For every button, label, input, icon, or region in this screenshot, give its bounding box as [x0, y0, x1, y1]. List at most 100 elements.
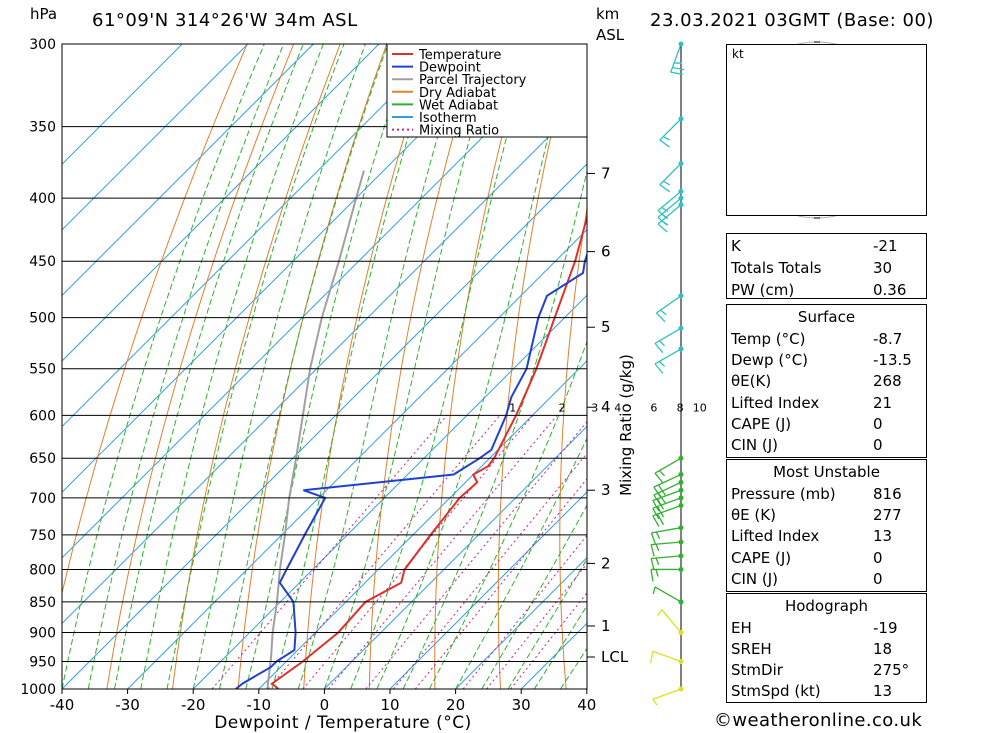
wind-barb-flag [654, 472, 664, 484]
hodo-sreh: SREH 18 [731, 640, 893, 658]
wind-barb-staff [656, 295, 682, 314]
height-label: LCL [601, 648, 629, 666]
wind-barb-flag [658, 360, 666, 367]
legend-entry: Temperature [418, 48, 501, 63]
height-label: 7 [601, 164, 611, 182]
credit-link[interactable]: ©weatheronline.co.uk [714, 710, 923, 731]
pressure-unit: hPa [30, 5, 58, 23]
wind-barb-staff [659, 118, 682, 141]
isotherm [258, 360, 587, 689]
x-axis-label: Dewpoint / Temperature (°C) [214, 713, 472, 733]
mixing-ratio-line [267, 415, 501, 689]
mixing-ratio-line [486, 562, 587, 689]
wind-barb-flag [656, 506, 665, 518]
x-tick-label: 30 [512, 696, 531, 714]
dry-adiabat [559, 204, 587, 689]
wind-barb-staff [651, 527, 682, 534]
wind-barb [650, 525, 684, 545]
x-tick-label: 40 [577, 696, 596, 714]
indices-panel: K -21 Totals Totals 30 PW (cm) 0.36 [726, 233, 927, 299]
pressure-label: 900 [29, 626, 56, 642]
wind-barb-flag [650, 532, 657, 545]
wind-barb [653, 471, 684, 498]
height-label: 5 [601, 318, 611, 336]
wind-barb-flag [655, 543, 660, 552]
wind-barb-flag [655, 557, 660, 566]
pressure-label: 1000 [20, 682, 56, 698]
mixing-ratio-label: 2 [558, 401, 565, 414]
legend-entry: Wet Adiabat [419, 98, 498, 113]
dry-adiabat [942, 44, 1000, 689]
wet-adiabat [166, 44, 345, 689]
dry-adiabat [237, 44, 388, 689]
hodo-stmspd: StmSpd (kt) 13 [731, 682, 893, 700]
wet-adiabat [140, 44, 324, 689]
legend-entry: Dry Adiabat [419, 86, 496, 101]
height-label: 6 [601, 243, 611, 261]
index-row-pw: PW (cm) 0.36 [731, 281, 907, 299]
wind-barb [652, 686, 684, 706]
hodograph-unit: kt [732, 47, 744, 61]
x-tick-label: 10 [380, 696, 399, 714]
isotherm [62, 44, 314, 297]
isotherm [62, 44, 445, 428]
mixing-ratio-label: 4 [614, 401, 621, 414]
dry-adiabat [990, 44, 1000, 689]
isotherm [127, 228, 587, 689]
wind-barb-staff [654, 348, 682, 365]
station-location: 61°09'N 314°26'W 34m ASL [92, 10, 358, 31]
wet-adiabat [402, 169, 587, 689]
wind-barb [654, 325, 684, 354]
x-tick-label: 0 [320, 696, 330, 714]
x-tick-label: -10 [247, 696, 272, 714]
wind-barb-staff [651, 555, 682, 560]
wind-barb [650, 539, 684, 557]
dry-adiabat [677, 44, 712, 689]
wind-barb-flag [655, 569, 659, 577]
surface-cape: CAPE (J) 0 [731, 415, 883, 433]
wind-barb-staff [661, 609, 682, 633]
pressure-label: 650 [29, 451, 56, 467]
wind-barb-flag [657, 223, 668, 233]
wind-barb [670, 41, 685, 76]
wind-barb [659, 116, 684, 148]
wind-barb-staff [654, 586, 682, 603]
height-ref: ASL [596, 26, 625, 44]
mixing-ratio-line [328, 415, 558, 689]
wind-barb-flag [650, 558, 655, 571]
dry-adiabat [368, 44, 481, 689]
legend-entry: Isotherm [419, 111, 477, 126]
mixing-ratio-axis-label: Mixing Ratio (g/kg) [617, 354, 635, 496]
height-label: 1 [601, 617, 611, 635]
mixing-ratio-line [365, 420, 587, 689]
wind-barb-flag [654, 342, 664, 354]
most-unstable-panel: Most Unstable Pressure (mb) 816 θE (K) 277… [726, 459, 927, 592]
surface-panel: Surface Temp (°C) -8.7 Dewp (°C) -13.5 θE(… [726, 304, 927, 458]
pressure-label: 300 [29, 37, 56, 53]
wind-barb-flag [657, 484, 666, 496]
wind-barb-flag [652, 586, 656, 595]
wind-barb-flag [663, 180, 671, 186]
mixing-ratio-label: 10 [693, 401, 707, 414]
wind-barb-flag [654, 363, 664, 374]
height-label: 2 [601, 554, 611, 572]
pressure-label: 400 [29, 191, 56, 207]
wind-barb [654, 346, 684, 374]
pressure-label: 450 [29, 254, 56, 270]
wind-barb [655, 293, 684, 323]
wind-barb-flag [652, 515, 660, 527]
wet-adiabat [62, 44, 265, 689]
wind-barb-flag [657, 210, 668, 220]
hodograph-params-title: Hodograph [784, 597, 869, 615]
isotherm [62, 163, 587, 689]
hodo-stmdir: StmDir 275° [731, 661, 910, 679]
mu-cape: CAPE (J) 0 [731, 549, 883, 567]
legend-box [386, 43, 588, 138]
wet-adiabat [376, 44, 573, 689]
mixing-ratio-label: 8 [677, 401, 684, 414]
pressure-label: 800 [29, 562, 56, 578]
legend-entry: Dewpoint [419, 61, 481, 76]
height-label: 3 [601, 481, 611, 499]
wet-adiabat [245, 44, 413, 689]
